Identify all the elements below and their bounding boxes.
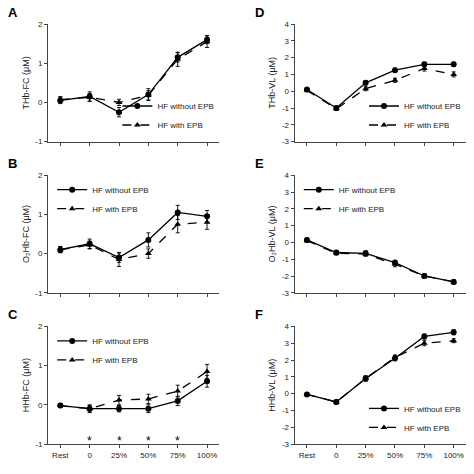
svg-text:HF without EPB: HF without EPB <box>339 186 395 195</box>
svg-text:1: 1 <box>285 70 290 79</box>
svg-text:25%: 25% <box>111 451 127 460</box>
svg-text:HF without EPB: HF without EPB <box>92 186 148 195</box>
svg-text:THb-VL (μM): THb-VL (μM) <box>267 57 277 109</box>
svg-text:HF with EPB: HF with EPB <box>92 205 137 214</box>
svg-text:2: 2 <box>285 205 290 214</box>
svg-text:HF without EPB: HF without EPB <box>404 405 460 414</box>
svg-text:*: * <box>87 434 92 448</box>
svg-text:-2: -2 <box>282 121 290 130</box>
svg-text:HF with EPB: HF with EPB <box>339 205 384 214</box>
svg-text:-1: -1 <box>282 406 290 415</box>
svg-text:E: E <box>255 156 264 171</box>
svg-text:1: 1 <box>285 373 290 382</box>
svg-text:-3: -3 <box>282 137 290 146</box>
svg-text:0: 0 <box>285 238 290 247</box>
svg-text:3: 3 <box>285 37 290 46</box>
svg-text:75%: 75% <box>416 451 432 460</box>
svg-text:F: F <box>255 307 263 322</box>
svg-text:75%: 75% <box>170 451 186 460</box>
svg-text:50%: 50% <box>387 451 403 460</box>
svg-text:-3: -3 <box>282 289 290 298</box>
svg-text:C: C <box>8 307 18 322</box>
svg-text:-1: -1 <box>35 289 43 298</box>
svg-text:0: 0 <box>87 451 92 460</box>
svg-text:*: * <box>146 434 151 448</box>
svg-text:0: 0 <box>285 389 290 398</box>
svg-text:100%: 100% <box>197 451 217 460</box>
svg-text:O₂Hb-VL (μM): O₂Hb-VL (μM) <box>267 206 277 263</box>
svg-text:2: 2 <box>38 20 43 29</box>
svg-text:4: 4 <box>285 20 290 29</box>
svg-text:HF with EPB: HF with EPB <box>404 424 449 433</box>
svg-text:0: 0 <box>38 249 43 258</box>
svg-text:HF without EPB: HF without EPB <box>404 102 460 111</box>
svg-text:50%: 50% <box>140 451 156 460</box>
svg-text:-3: -3 <box>282 440 290 449</box>
svg-text:1: 1 <box>38 59 43 68</box>
svg-text:D: D <box>255 5 264 20</box>
svg-text:0: 0 <box>38 401 43 410</box>
svg-text:-2: -2 <box>282 423 290 432</box>
svg-text:3: 3 <box>285 339 290 348</box>
svg-text:4: 4 <box>285 171 290 180</box>
svg-text:0: 0 <box>334 451 339 460</box>
svg-text:-1: -1 <box>35 440 43 449</box>
svg-text:HF with EPB: HF with EPB <box>92 356 137 365</box>
svg-text:*: * <box>175 434 180 448</box>
svg-text:-2: -2 <box>282 272 290 281</box>
svg-text:-1: -1 <box>282 104 290 113</box>
svg-text:1: 1 <box>38 361 43 370</box>
svg-text:O₂Hb-FC (μM): O₂Hb-FC (μM) <box>21 205 31 263</box>
svg-text:HF without EPB: HF without EPB <box>157 102 213 111</box>
svg-text:*: * <box>117 434 122 448</box>
svg-text:4: 4 <box>285 322 290 331</box>
svg-text:0: 0 <box>285 87 290 96</box>
svg-text:2: 2 <box>285 356 290 365</box>
svg-text:2: 2 <box>38 322 43 331</box>
svg-text:0: 0 <box>38 98 43 107</box>
svg-text:3: 3 <box>285 188 290 197</box>
svg-text:HF with EPB: HF with EPB <box>157 121 202 130</box>
svg-text:Rest: Rest <box>52 451 69 460</box>
svg-text:B: B <box>8 156 17 171</box>
svg-text:-1: -1 <box>282 255 290 264</box>
svg-text:Rest: Rest <box>299 451 316 460</box>
svg-text:2: 2 <box>38 171 43 180</box>
svg-text:HHb-FC (μM): HHb-FC (μM) <box>21 358 31 412</box>
svg-text:1: 1 <box>285 221 290 230</box>
svg-text:-1: -1 <box>35 137 43 146</box>
svg-text:25%: 25% <box>358 451 374 460</box>
svg-text:HHb-VL (μM): HHb-VL (μM) <box>267 359 277 412</box>
svg-text:HF without EPB: HF without EPB <box>92 337 148 346</box>
svg-text:2: 2 <box>285 53 290 62</box>
svg-text:1: 1 <box>38 210 43 219</box>
svg-text:HF with EPB: HF with EPB <box>404 121 449 130</box>
svg-text:100%: 100% <box>443 451 463 460</box>
svg-text:A: A <box>8 5 18 20</box>
svg-text:THb-FC (μM): THb-FC (μM) <box>21 56 31 109</box>
